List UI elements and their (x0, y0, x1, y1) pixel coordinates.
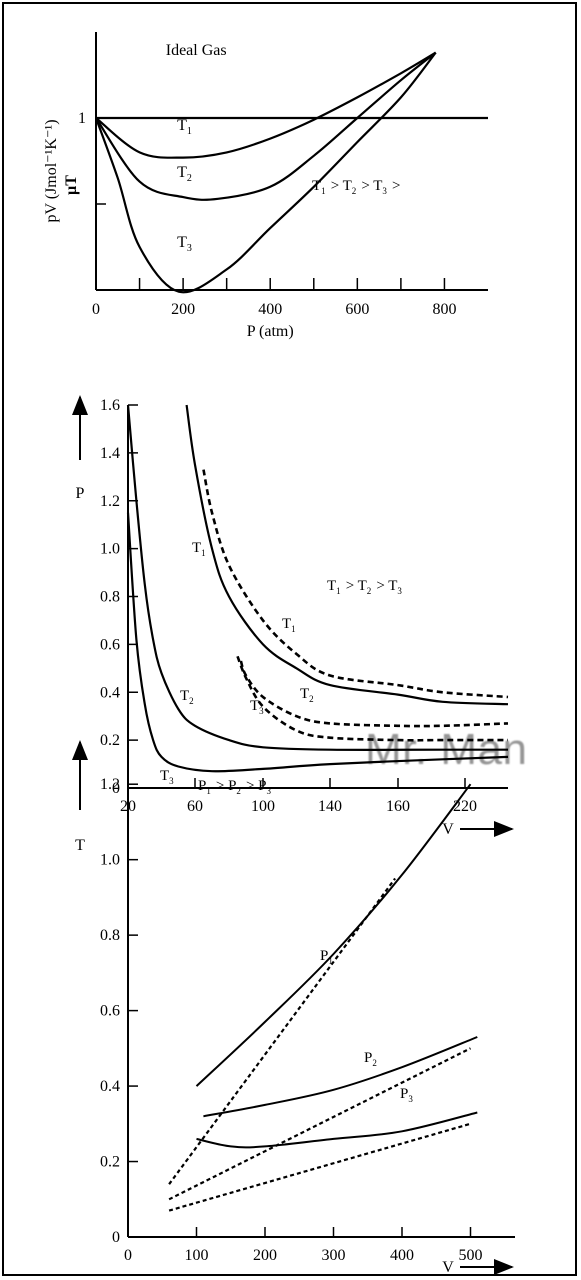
chart-annotation: T1 > T2 > T3 > (312, 178, 400, 196)
x-tick-label: 220 (453, 798, 477, 815)
x-tick-label: 300 (322, 1247, 346, 1264)
x-tick-label: 0 (124, 1247, 132, 1264)
y-axis-label: µT (63, 175, 80, 195)
series-label: Ideal Gas (166, 42, 227, 59)
y-tick-label: 1.2 (100, 776, 120, 793)
x-tick-label: 200 (171, 301, 195, 318)
y-tick-label: 0 (112, 1229, 120, 1246)
series-line (202, 469, 509, 699)
chart-1: 0 200 400 600 800 1 P (atm) pV (Jmol⁻¹K⁻¹) µT Ide… (43, 32, 488, 340)
y-tick-label: 1.0 (100, 541, 120, 558)
series-line (168, 1047, 471, 1201)
chart-annotation: P1 > P2 > P3 (198, 778, 272, 796)
x-axis-label: V (442, 821, 454, 838)
series-line (168, 877, 396, 1185)
y-tick-label: 0.6 (100, 636, 120, 653)
x-tick-label: 600 (345, 301, 369, 318)
y-tick-label: 0.8 (100, 927, 120, 944)
y-tick-label: 1.2 (100, 493, 120, 510)
series-label: T2 (300, 686, 315, 704)
series-label: T3 (160, 768, 175, 786)
chart-annotation: T1 > T2 > T3 (327, 578, 403, 596)
y-axis-label: T (75, 837, 85, 854)
series-label: T1 (282, 616, 297, 634)
y-tick-label: 1.4 (100, 445, 120, 462)
series-line (239, 660, 509, 728)
y-axis-label: P (76, 485, 85, 502)
x-tick-label: 160 (386, 798, 410, 815)
series-line (168, 1122, 471, 1212)
x-tick-label: 100 (185, 1247, 209, 1264)
series-label: T2 (180, 688, 195, 706)
x-tick-label: 140 (318, 798, 342, 815)
y-tick-label: 1.0 (100, 852, 120, 869)
series-line (185, 404, 509, 706)
series-label: P3 (400, 1086, 414, 1104)
series-line (94, 51, 437, 294)
x-tick-label: 200 (253, 1247, 277, 1264)
y-tick-label: 0.4 (100, 684, 120, 701)
x-tick-label: 400 (390, 1247, 414, 1264)
y-tick-label: 0.4 (100, 1078, 120, 1095)
y-tick-label: 1.6 (100, 397, 120, 414)
series-label: P1 (320, 948, 334, 966)
y-tick-label: 0.2 (100, 732, 120, 749)
y-tick-label: 0 (112, 780, 120, 797)
chart-3: 0 100 200 300 400 500 0 0.2 0.4 0.6 0.8 1.0 1.2 T V P1 … (72, 740, 515, 1276)
x-axis-label: V (442, 1259, 454, 1276)
x-tick-label: 500 (459, 1247, 483, 1264)
x-tick-label: 400 (258, 301, 282, 318)
chart-2: 206010014016022000.20.40.60.81.01.21.41.… (72, 395, 514, 838)
x-tick-label: 0 (92, 301, 100, 318)
series-label: T1 (192, 540, 207, 558)
series-line (95, 51, 437, 159)
series-label: P2 (364, 1050, 378, 1068)
y-axis-label-group: pV (Jmol⁻¹K⁻¹) µT (43, 119, 80, 222)
x-axis-label: P (atm) (247, 323, 294, 340)
series-label: T3 (177, 234, 193, 254)
y-axis-label: pV (Jmol⁻¹K⁻¹) (43, 119, 60, 222)
series-label: T3 (250, 698, 265, 716)
y-tick-label: 0.6 (100, 1003, 120, 1020)
series-line (126, 404, 508, 751)
y-tick-label: 0.8 (100, 589, 120, 606)
series-line (126, 512, 509, 773)
x-tick-label: 800 (432, 301, 456, 318)
series-line (236, 655, 508, 742)
series-line (195, 783, 472, 1087)
series-line (203, 1036, 478, 1118)
series-label: T1 (177, 117, 193, 137)
series-label: T2 (177, 164, 193, 184)
y-tick-label: 1 (78, 110, 86, 127)
x-tick-label: 100 (251, 798, 275, 815)
x-tick-label: 60 (187, 798, 203, 815)
series-line (196, 1111, 478, 1149)
y-tick-label: 0.2 (100, 1154, 120, 1171)
series-line (95, 51, 437, 201)
